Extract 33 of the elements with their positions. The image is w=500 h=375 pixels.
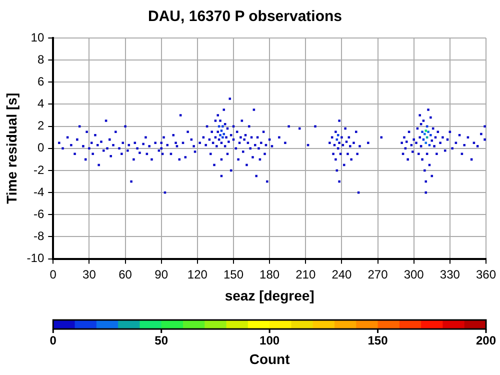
y-tick-label: -2	[33, 162, 44, 177]
color-bar-label: 200	[476, 333, 496, 348]
y-axis-title: Time residual [s]	[3, 92, 20, 204]
chart-title: DAU, 16370 P observations	[148, 8, 342, 26]
y-tick-label: 8	[37, 52, 44, 66]
x-tick-label: 360	[476, 267, 496, 282]
y-tick-label: -8	[33, 229, 44, 244]
x-tick-label: 120	[187, 267, 208, 282]
x-tick-label: 30	[82, 267, 96, 282]
y-tick-label: -10	[26, 251, 44, 266]
y-tick-label: -6	[33, 206, 44, 221]
x-tick-label: 210	[296, 267, 316, 282]
x-axis-title: seaz [degree]	[224, 287, 314, 304]
x-tick-label: 330	[440, 267, 460, 282]
color-bar-label: 100	[260, 333, 280, 348]
color-bar-label: 50	[154, 333, 168, 348]
y-tick-label: 0	[37, 140, 44, 155]
x-tick-label: 300	[404, 267, 424, 282]
y-tick-label: 2	[37, 118, 44, 133]
x-tick-label: 0	[50, 267, 57, 282]
color-bar-title: Count	[249, 350, 290, 367]
x-tick-label: 60	[118, 267, 132, 282]
y-tick-label: -4	[33, 184, 44, 199]
x-tick-label: 180	[260, 267, 280, 282]
x-tick-label: 240	[332, 267, 352, 282]
color-bar-label: 0	[50, 333, 57, 348]
x-tick-label: 90	[154, 267, 168, 282]
y-tick-label: 4	[37, 96, 44, 111]
x-tick-label: 150	[223, 267, 244, 282]
x-tick-label: 270	[368, 267, 388, 282]
color-bar-label: 150	[368, 333, 388, 348]
y-tick-label: 6	[37, 74, 44, 88]
y-tick-label: 10	[30, 30, 44, 44]
